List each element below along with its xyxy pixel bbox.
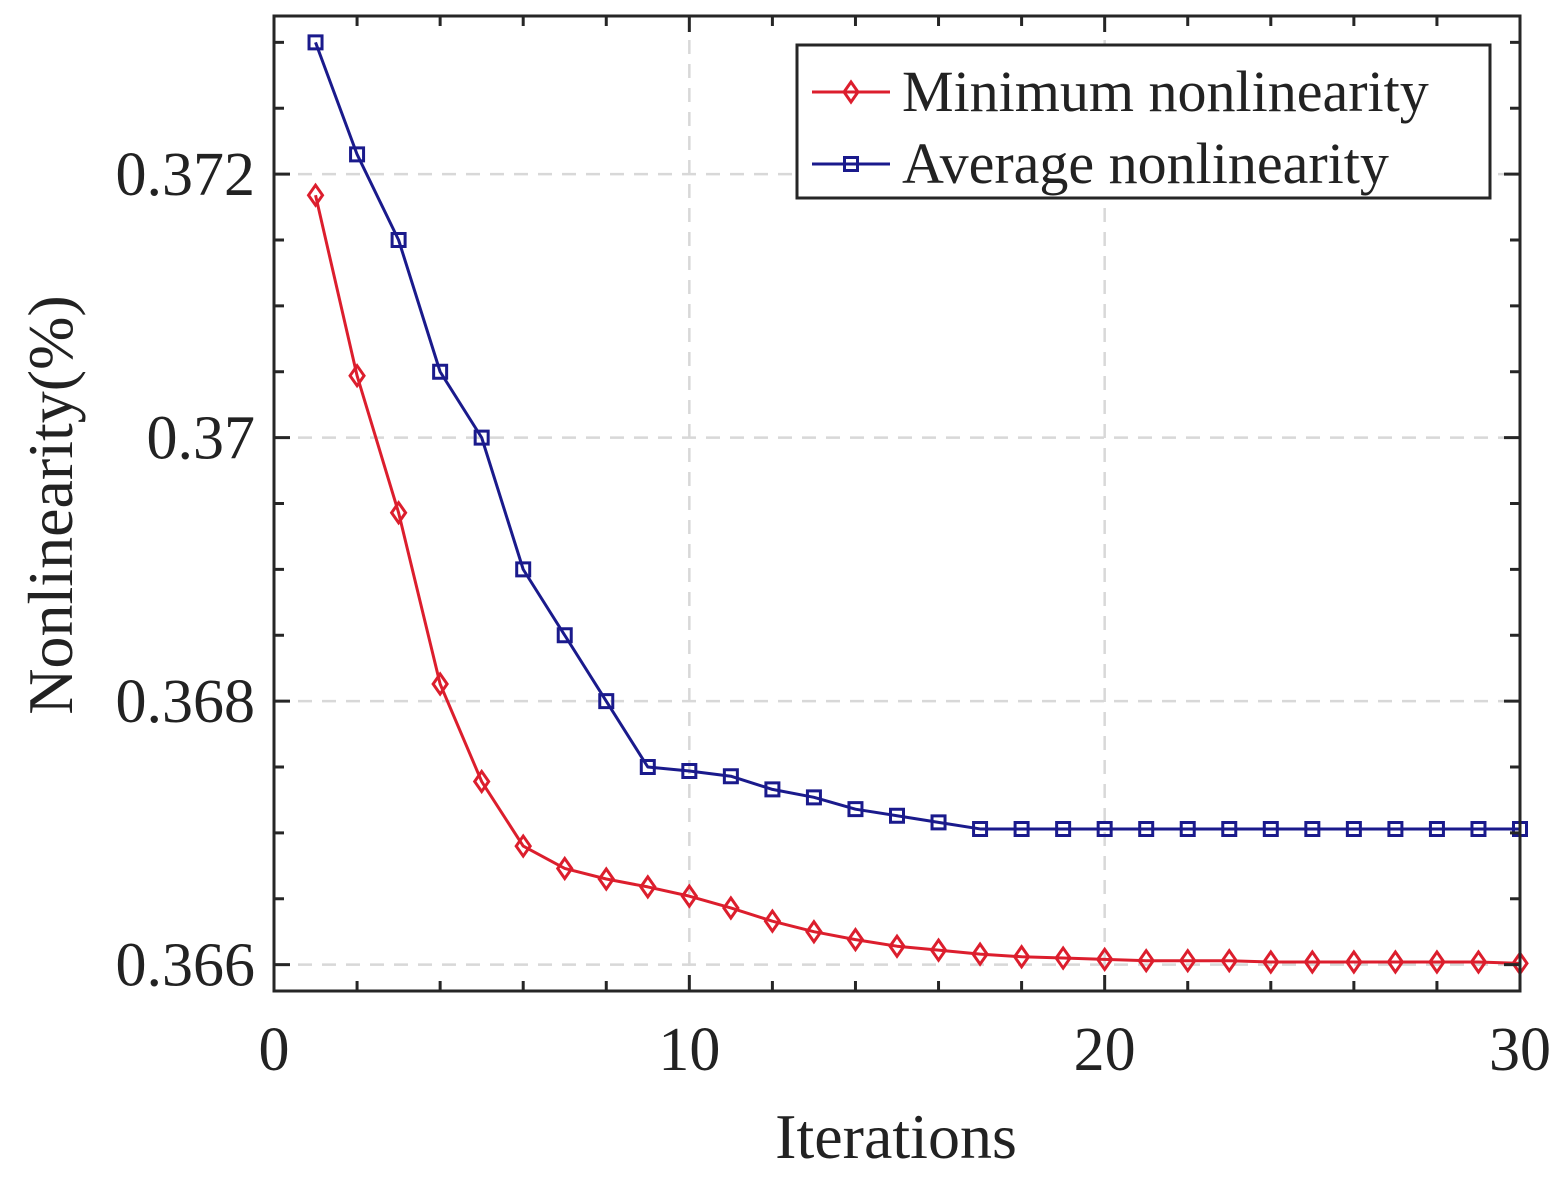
avg-point-2 (349, 146, 366, 163)
min-point-16 (929, 937, 948, 963)
min-point-14 (846, 926, 865, 953)
avg-point-12 (764, 781, 781, 798)
legend-box (795, 43, 1492, 200)
x-tick-label: 10 (658, 1016, 720, 1084)
min-point-17 (971, 941, 989, 967)
min-point-28 (1428, 949, 1446, 975)
min-point-21 (1137, 948, 1156, 974)
min-point-15 (888, 933, 906, 959)
y-tick-label: 0.372 (116, 141, 256, 209)
avg-point-9 (639, 759, 656, 776)
min-point-13 (805, 919, 823, 945)
series-layer (306, 34, 1529, 976)
min-point-12 (763, 908, 782, 934)
min-point-26 (1345, 949, 1363, 975)
avg-point-26 (1345, 820, 1362, 837)
min-point-22 (1178, 948, 1197, 974)
x-axis-title: Iterations (775, 1101, 1017, 1172)
avg-point-23 (1221, 820, 1238, 837)
min-point-1 (306, 182, 325, 208)
avg-point-25 (1304, 820, 1321, 837)
legend-label-minimum: Minimum nonlinearity (902, 59, 1429, 124)
legend-item-minimum: Minimum nonlinearity (812, 59, 1429, 124)
x-tick-label: 0 (259, 1016, 290, 1084)
avg-point-11 (722, 768, 739, 785)
avg-point-13 (805, 789, 822, 806)
avg-point-15 (889, 807, 905, 824)
min-point-27 (1386, 949, 1405, 975)
y-tick-label: 0.368 (116, 668, 256, 736)
legend-item-average: Average nonlinearity (812, 131, 1389, 196)
avg-point-8 (598, 693, 615, 710)
avg-point-3 (390, 231, 407, 248)
min-point-23 (1220, 948, 1239, 974)
x-tick-label: 20 (1074, 1016, 1136, 1084)
min-point-19 (1054, 945, 1072, 971)
avg-point-6 (515, 561, 532, 578)
legend-marker-minimum (842, 79, 860, 105)
min-point-7 (555, 855, 574, 882)
avg-point-18 (1013, 820, 1030, 837)
avg-point-17 (972, 820, 989, 837)
avg-point-29 (1470, 820, 1487, 837)
avg-point-28 (1428, 820, 1445, 837)
avg-point-22 (1179, 820, 1196, 837)
avg-point-4 (432, 363, 449, 380)
min-point-20 (1095, 946, 1114, 972)
avg-point-20 (1096, 820, 1113, 837)
avg-point-5 (473, 429, 490, 446)
min-point-24 (1261, 949, 1280, 975)
avg-point-27 (1387, 820, 1404, 837)
min-point-3 (389, 500, 408, 526)
x-tick-label: 30 (1489, 1016, 1551, 1084)
min-point-29 (1469, 949, 1488, 975)
y-tick-label: 0.37 (147, 405, 256, 473)
min-point-8 (597, 866, 616, 892)
axes (272, 14, 1522, 993)
avg-point-24 (1262, 820, 1279, 837)
min-point-9 (638, 874, 657, 900)
avg-point-14 (847, 801, 864, 818)
avg-point-7 (556, 627, 573, 644)
min-point-2 (348, 363, 366, 389)
min-point-11 (722, 895, 740, 921)
series-minimum (306, 182, 1529, 976)
min-point-5 (472, 768, 491, 795)
legend-label-average: Average nonlinearity (902, 131, 1389, 196)
avg-point-19 (1055, 820, 1072, 837)
min-point-18 (1012, 944, 1031, 970)
y-axis-title: Nonlinearity(%) (15, 295, 86, 714)
avg-point-10 (681, 762, 698, 779)
avg-point-1 (307, 34, 324, 51)
min-point-25 (1303, 949, 1322, 975)
min-point-10 (680, 883, 699, 909)
avg-point-16 (930, 814, 947, 831)
avg-point-21 (1138, 820, 1155, 837)
avg-point-30 (1512, 820, 1528, 837)
legend-marker-average (843, 156, 859, 172)
min-point-6 (514, 833, 533, 859)
min-point-4 (431, 671, 449, 697)
y-tick-label: 0.366 (116, 932, 256, 1000)
tick-labels: 0 10 20 30 0.366 0.368 0.37 0.372 (116, 141, 1552, 1084)
legend: Minimum nonlinearity Average nonlinearit… (795, 43, 1492, 200)
series-average (307, 34, 1528, 837)
